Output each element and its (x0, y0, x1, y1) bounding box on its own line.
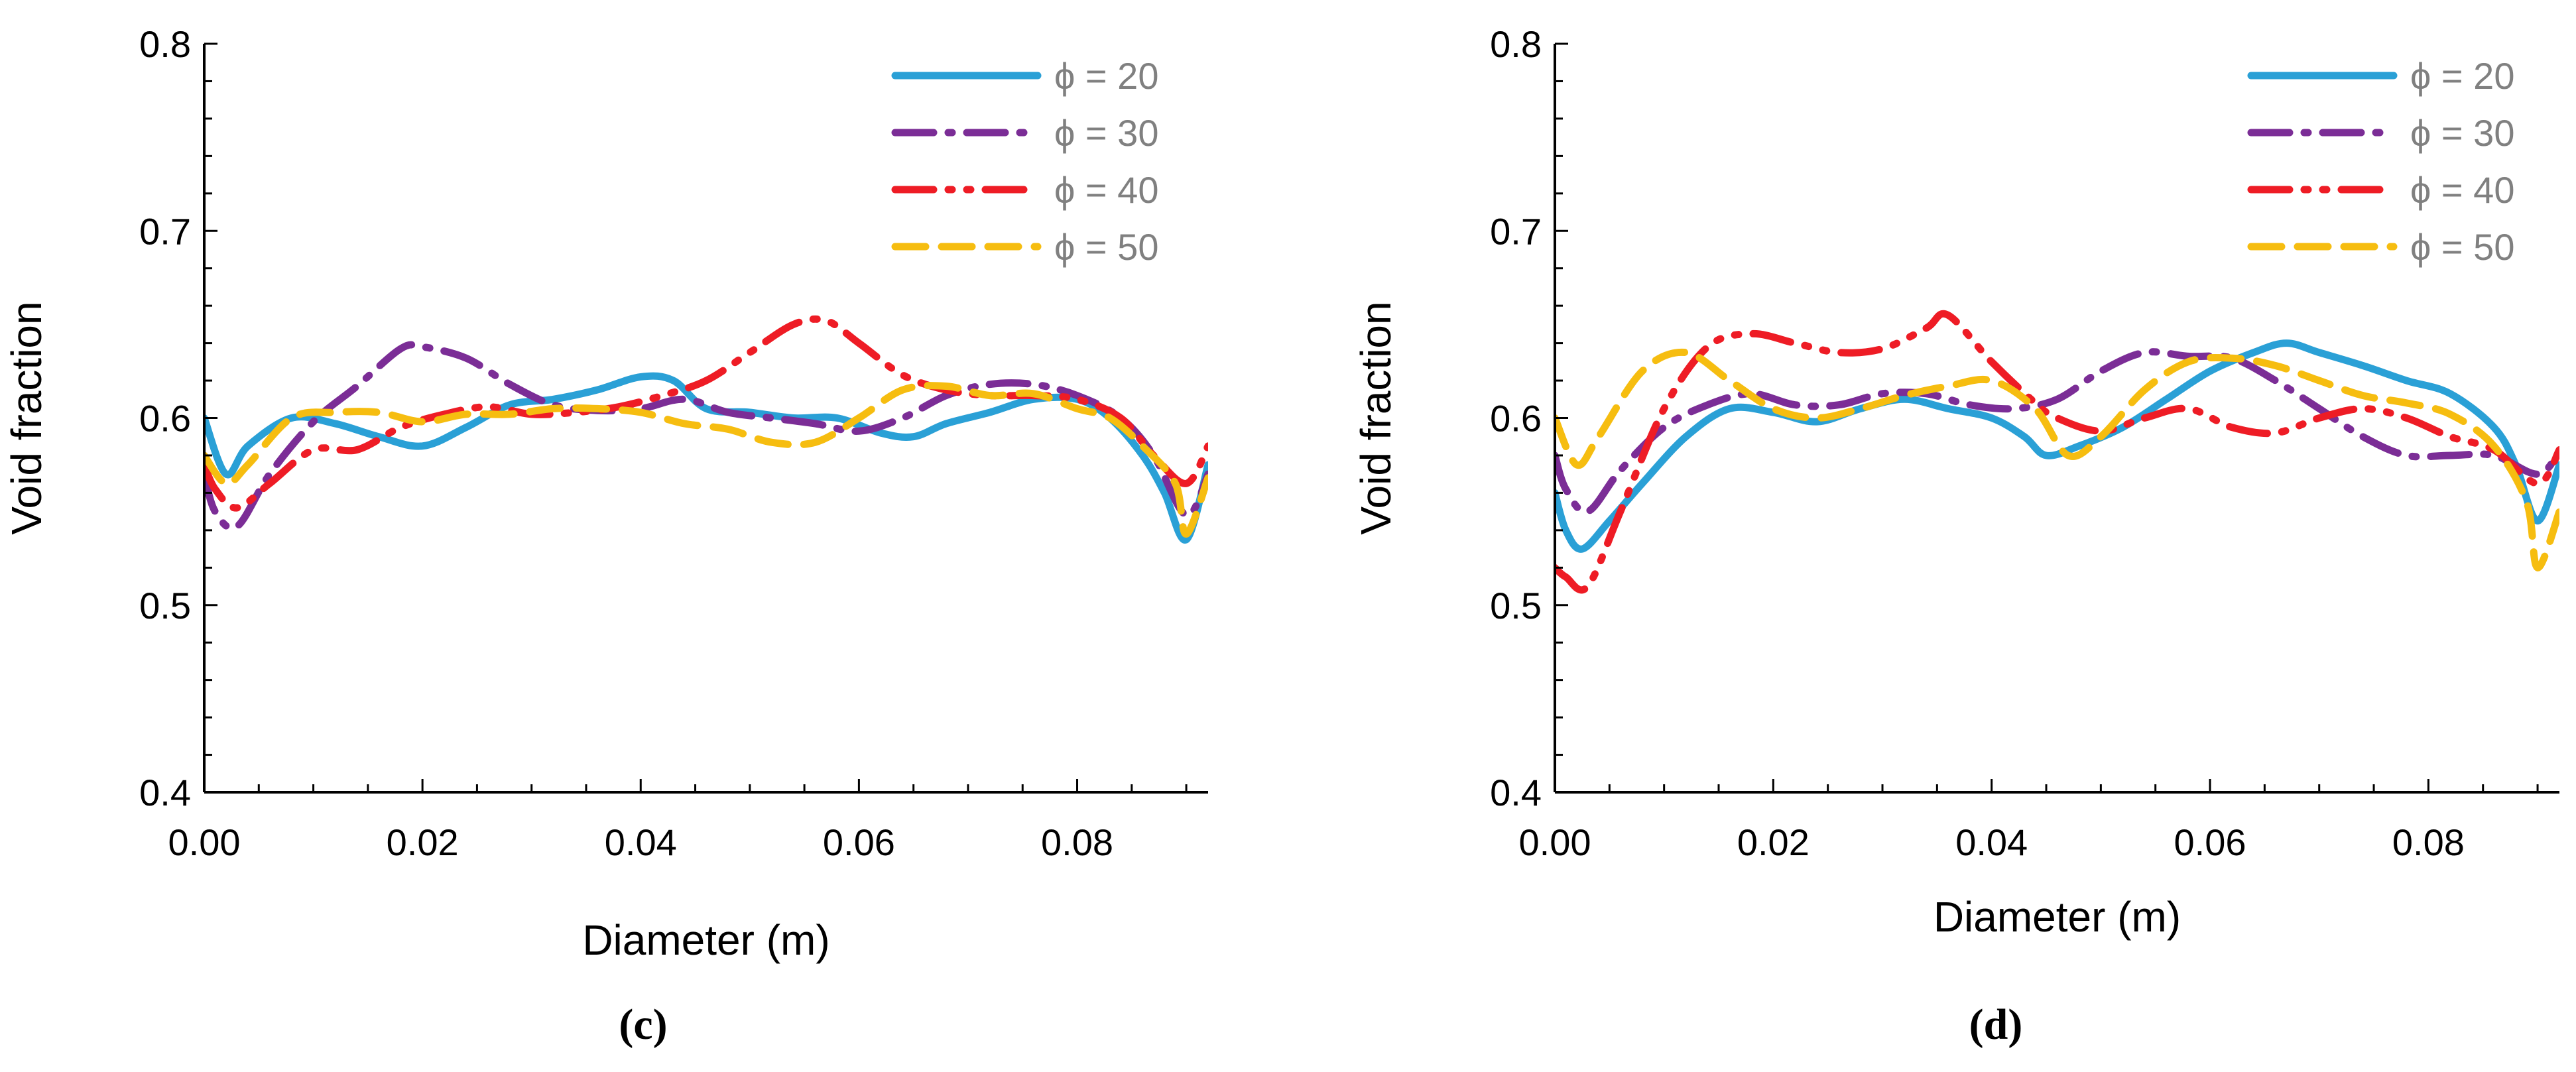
series-line-40 (204, 315, 1208, 512)
y-tick-label: 0.6 (139, 398, 191, 440)
legend-label: ϕ = 50 (1054, 226, 1158, 268)
y-axis-title: Void fraction (1352, 301, 1400, 534)
series-line-40 (1555, 310, 2559, 594)
x-tick-label: 0.04 (1955, 821, 2028, 863)
x-tick-label: 0.00 (1519, 821, 1591, 863)
chart-panel-c: 0.4 0.5 0.6 0.7 0.8 0.00 0.02 0.04 0.06 0.08 Diame… (3, 23, 1208, 1049)
legend-label: ϕ = 40 (2410, 169, 2514, 211)
series-line-50 (204, 382, 1208, 538)
legend-label: ϕ = 20 (2410, 55, 2514, 97)
y-axis-title: Void fraction (3, 301, 50, 534)
y-tick-label: 0.4 (1490, 772, 1542, 813)
y-tick-label: 0.4 (139, 772, 191, 813)
y-tick-label: 0.7 (139, 210, 191, 252)
y-tick-label: 0.8 (1490, 23, 1542, 65)
x-tick-label: 0.08 (2392, 821, 2465, 863)
series-line-30 (1555, 348, 2559, 516)
x-tick-label: 0.06 (2174, 821, 2246, 863)
x-axis-title: Diameter (m) (1933, 893, 2181, 941)
y-tick-label: 0.5 (139, 585, 191, 626)
panel-label: (d) (1969, 1000, 2023, 1049)
x-tick-label: 0.02 (1737, 821, 1809, 863)
x-tick-label: 0.08 (1041, 821, 1113, 863)
x-tick-label: 0.02 (387, 821, 459, 863)
series-line-20 (1555, 339, 2559, 553)
x-tick-label: 0.04 (605, 821, 677, 863)
x-tick-label: 0.06 (823, 821, 895, 863)
legend-label: ϕ = 30 (1054, 112, 1158, 154)
series-line-20 (204, 372, 1208, 544)
x-axis-title: Diameter (m) (582, 916, 829, 964)
legend: ϕ = 20 ϕ = 30 ϕ = 40 ϕ = 50 (2247, 55, 2514, 268)
x-tick-label: 0.00 (168, 821, 241, 863)
series-line-50 (1555, 348, 2559, 571)
y-tick-label: 0.5 (1490, 585, 1542, 626)
y-tick-label: 0.8 (139, 23, 191, 65)
legend-label: ϕ = 50 (2410, 226, 2514, 268)
y-tick-label: 0.7 (1490, 210, 1542, 252)
y-tick-label: 0.6 (1490, 398, 1542, 440)
legend-label: ϕ = 30 (2410, 112, 2514, 154)
legend-label: ϕ = 20 (1054, 55, 1158, 97)
legend: ϕ = 20 ϕ = 30 ϕ = 40 ϕ = 50 (891, 55, 1158, 268)
panel-label: (c) (619, 1000, 667, 1049)
series-line-30 (204, 341, 1208, 532)
legend-label: ϕ = 40 (1054, 169, 1158, 211)
chart-panel-d: 0.4 0.5 0.6 0.7 0.8 0.00 0.02 0.04 0.06 0.08 Diame… (1352, 23, 2559, 1049)
